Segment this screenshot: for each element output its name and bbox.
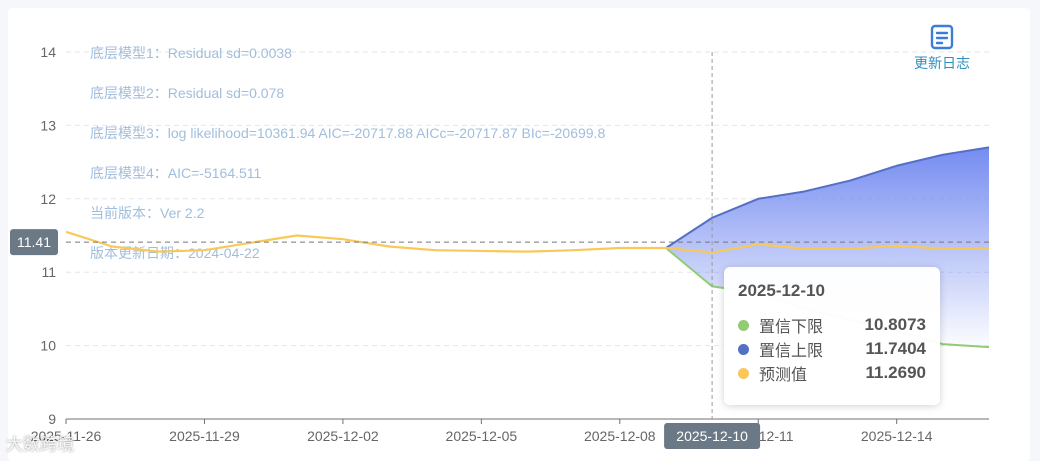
model-note: 底层模型2：Residual sd=0.078: [90, 85, 284, 101]
crosshair-badge: [664, 423, 761, 449]
tooltip-row-lower: 置信下限 10.8073: [738, 313, 926, 337]
tooltip-row-forecast: 预测值 11.2690: [738, 361, 926, 385]
tooltip-title: 2025-12-10: [738, 281, 825, 300]
document-icon: [930, 24, 954, 50]
model-note: 底层模型4：AIC=-5164.511: [90, 165, 262, 181]
x-tick-label: 2025-11-29: [169, 428, 240, 444]
series-dot-lower: [738, 319, 749, 331]
x-tick-label: 2025-12-02: [307, 428, 379, 444]
model-note: 底层模型1：Residual sd=0.0038: [90, 45, 292, 61]
tooltip-series-name: 置信上限: [759, 343, 824, 360]
tooltip-row-upper: 置信上限 11.7404: [738, 337, 926, 361]
model-note: 当前版本：Ver 2.2: [90, 205, 205, 221]
model-note: 底层模型3：log likelihood=10361.94 AIC=-20717…: [90, 125, 605, 141]
reference-line-badge: [10, 229, 58, 256]
series-line-forecast: [65, 230, 989, 254]
chart-tooltip: 2025-12-10 置信下限 10.8073 置信上限 11.7404 预测值…: [724, 267, 940, 405]
changelog-label: 更新日志: [914, 55, 970, 71]
y-tick-label: 11: [41, 264, 56, 280]
tooltip-series-value: 11.2690: [865, 363, 926, 382]
series-dot-forecast: [738, 367, 749, 379]
x-tick-label: 2025-12-08: [584, 428, 656, 444]
tooltip-series-value: 11.7404: [865, 339, 926, 358]
series-dot-upper: [738, 343, 749, 355]
reference-line-label: 11.41: [17, 234, 51, 250]
x-tick-label: 2025-12-14: [861, 428, 933, 444]
y-tick-label: 12: [40, 191, 56, 207]
tooltip-series-name: 置信下限: [759, 319, 824, 336]
crosshair-label: 2025-12-10: [676, 428, 748, 444]
x-tick-label: 2025-12-05: [446, 428, 518, 444]
x-tick-label: 2025-11-26: [31, 428, 102, 444]
changelog-button[interactable]: 更新日志: [906, 24, 978, 73]
tooltip-series-name: 预测值: [759, 367, 808, 384]
y-tick-label: 10: [40, 338, 56, 354]
y-tick-label: 9: [48, 411, 56, 427]
y-tick-label: 14: [40, 44, 56, 60]
y-tick-label: 13: [40, 117, 56, 133]
tooltip-series-value: 10.8073: [864, 315, 926, 334]
series-line-upper: [665, 146, 990, 249]
